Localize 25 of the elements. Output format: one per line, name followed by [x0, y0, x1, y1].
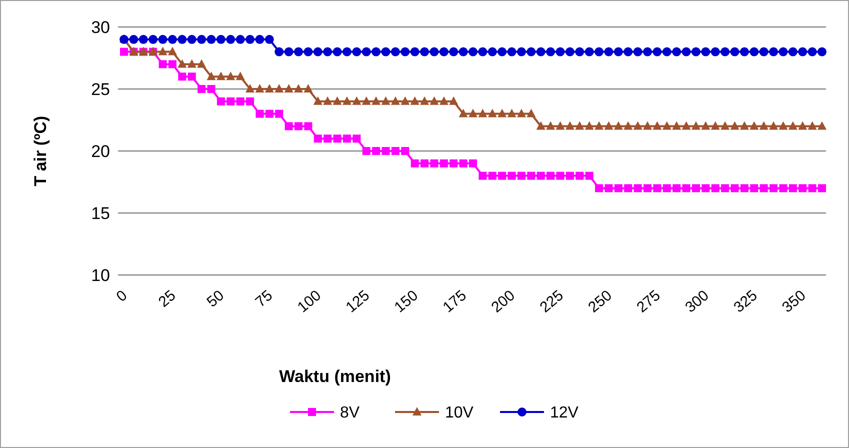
y-tick-label: 15	[91, 204, 110, 223]
y-tick-label: 25	[91, 80, 110, 99]
x-tick-label: 300	[682, 287, 712, 316]
x-tick-label: 225	[536, 287, 567, 316]
x-tick-label: 50	[204, 287, 228, 311]
y-tick-label: 10	[91, 266, 110, 285]
x-tick-label: 150	[391, 287, 422, 316]
x-tick-label: 325	[730, 287, 761, 316]
x-tick-label: 100	[294, 287, 324, 316]
legend-label: 12V	[550, 404, 579, 422]
x-tick-label: 200	[488, 287, 518, 316]
x-tick-label: 250	[585, 287, 616, 316]
x-tick-label: 125	[342, 287, 373, 316]
x-tick-label: 175	[440, 287, 470, 316]
legend-label: 8V	[340, 404, 360, 422]
x-tick-label: 275	[634, 287, 664, 316]
y-tick-label: 20	[91, 142, 110, 161]
y-tick-label: 30	[91, 18, 110, 37]
x-axis-title: Waktu (menit)	[279, 367, 391, 386]
legend-label: 10V	[445, 404, 474, 422]
x-tick-label: 75	[252, 287, 276, 311]
x-tick-label: 0	[113, 287, 131, 306]
x-tick-label: 350	[779, 287, 810, 316]
x-tick-label: 25	[155, 287, 180, 311]
y-axis-title: T air (ºC)	[31, 116, 50, 186]
